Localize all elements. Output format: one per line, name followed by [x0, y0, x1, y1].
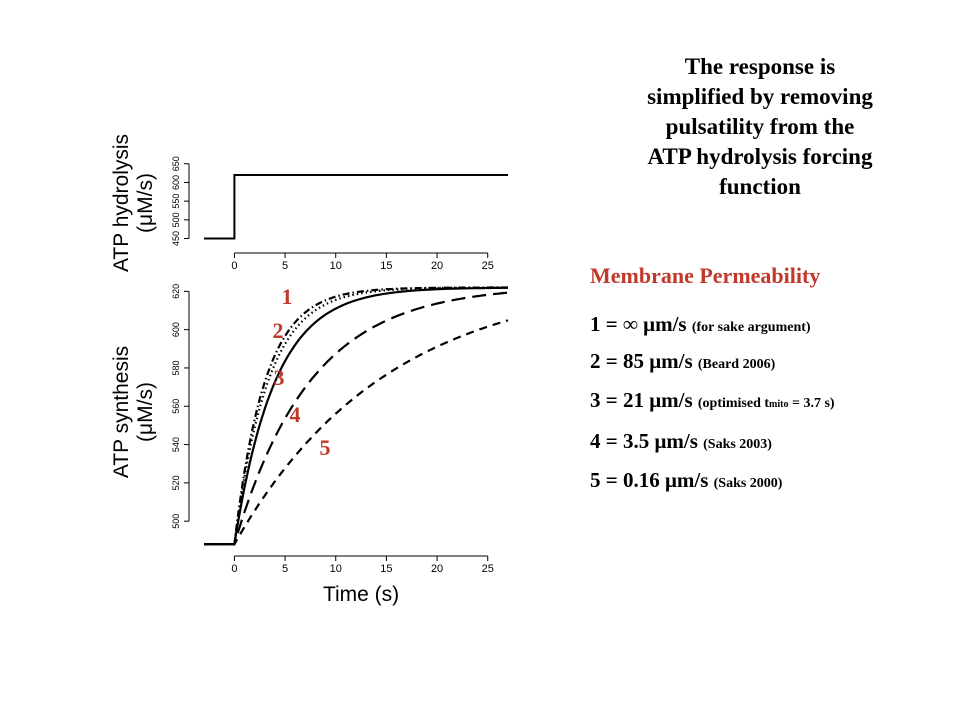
title-line: ATP hydrolysis forcing — [647, 144, 873, 169]
synthesis-series-5-line — [204, 319, 509, 546]
y-tick-label: 620 — [171, 284, 181, 299]
y-axis-title: ATP synthesis — [110, 346, 133, 478]
x-tick-label: 20 — [431, 260, 443, 272]
legend-row-5: 5 = 0.16 μm/s (Saks 2000) — [590, 468, 782, 493]
slide-title: The response is simplified by removing p… — [598, 52, 922, 202]
legend-row-4: 4 = 3.5 μm/s (Saks 2003) — [590, 429, 772, 454]
x-tick-label: 25 — [482, 260, 494, 272]
title-line: function — [719, 174, 801, 199]
x-tick-label: 10 — [330, 260, 342, 272]
legend-value: 3 = 21 μm/s — [590, 388, 693, 412]
legend-note: (optimised tmito = 3.7 s) — [698, 396, 835, 411]
x-tick-label: 15 — [380, 260, 392, 272]
legend-note: (Saks 2000) — [713, 476, 783, 491]
legend-value: 2 = 85 μm/s — [590, 349, 693, 373]
title-line: simplified by removing — [647, 84, 873, 109]
legend-value: 5 = 0.16 μm/s — [590, 468, 709, 492]
y-axis-unit: (μM/s) — [134, 173, 157, 233]
synthesis-series-2-line — [204, 286, 508, 546]
curve-label-2: 2 — [273, 318, 284, 343]
y-tick-label: 520 — [171, 475, 181, 490]
legend-note-subscript: mito — [769, 399, 789, 410]
y-tick-label: 600 — [171, 322, 181, 337]
y-tick-label: 450 — [171, 231, 181, 246]
legend-value: 1 = ∞ μm/s — [590, 312, 687, 336]
title-line: pulsatility from the — [665, 114, 855, 139]
curve-label-3: 3 — [274, 365, 285, 390]
curve-label-1: 1 — [282, 284, 293, 309]
y-tick-label: 560 — [171, 399, 181, 414]
legend-row-1: 1 = ∞ μm/s (for sake argument) — [590, 312, 811, 337]
synthesis-series-3-line — [204, 286, 508, 546]
x-tick-label: 0 — [231, 260, 237, 272]
legend-note-part: = 3.7 s) — [788, 396, 835, 411]
y-tick-label: 550 — [171, 194, 181, 209]
title-line: The response is — [684, 54, 836, 79]
curve-label-4: 4 — [290, 402, 301, 427]
x-tick-label: 20 — [431, 563, 443, 575]
y-tick-label: 650 — [171, 156, 181, 171]
legend-note: (Beard 2006) — [697, 357, 776, 372]
y-tick-label: 600 — [171, 175, 181, 190]
synthesis-series-4-line — [204, 291, 509, 546]
x-tick-label: 15 — [380, 563, 392, 575]
x-tick-label: 5 — [282, 563, 288, 575]
legend-value: 4 = 3.5 μm/s — [590, 429, 698, 453]
y-axis-title: ATP hydrolysis — [110, 134, 133, 272]
legend-note: (Saks 2003) — [703, 437, 772, 452]
y-tick-label: 580 — [171, 360, 181, 375]
legend-row-3: 3 = 21 μm/s (optimised tmito = 3.7 s) — [590, 388, 835, 413]
legend-row-2: 2 = 85 μm/s (Beard 2006) — [590, 349, 775, 374]
x-tick-label: 25 — [482, 563, 494, 575]
synthesis-series-1-line — [204, 286, 508, 546]
y-tick-label: 500 — [171, 212, 181, 227]
y-tick-label: 540 — [171, 437, 181, 452]
x-tick-label: 10 — [330, 563, 342, 575]
hydrolysis-series-line — [204, 174, 508, 240]
y-axis-unit: (μM/s) — [134, 382, 157, 442]
legend-note: (for sake argument) — [691, 320, 811, 335]
x-axis-title: Time (s) — [323, 583, 399, 606]
y-tick-label: 500 — [171, 514, 181, 529]
x-tick-label: 0 — [231, 563, 237, 575]
hydrolysis-chart: 450 500 550 600 650 0 5 10 15 20 25 ATP hydrolysis(… — [110, 134, 508, 272]
legend-note-part: (optimised t — [697, 396, 770, 411]
curve-label-5: 5 — [320, 435, 331, 460]
x-tick-label: 5 — [282, 260, 288, 272]
legend-heading: Membrane Permeability — [590, 263, 821, 288]
